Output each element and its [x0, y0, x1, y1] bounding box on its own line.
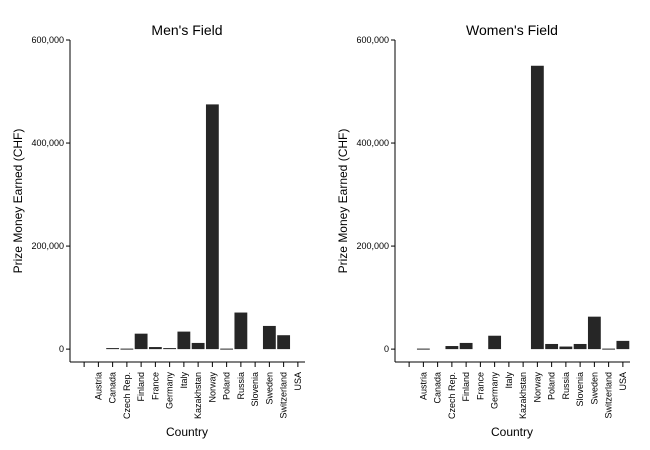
chart-panel-2: Women's Field 0 200,000 400,000 600,000 Prize… [336, 22, 630, 439]
x-tick-label: Switzerland [604, 372, 614, 419]
bar [277, 335, 291, 350]
y-tick-label: 600,000 [356, 35, 389, 45]
bar [459, 342, 473, 350]
y-axis-label: Prize Money Earned (CHF) [336, 129, 350, 274]
y-tick-label: 200,000 [31, 241, 64, 251]
x-tick-label: Russia [561, 372, 571, 400]
x-tick-label: Italy [179, 372, 189, 389]
x-tick-label: Kazakhstan [193, 372, 203, 419]
chart-title: Women's Field [466, 22, 558, 38]
bar [191, 342, 205, 350]
x-tick-label: Canada [433, 372, 443, 404]
x-tick-label: Slovenia [575, 372, 585, 407]
chart-panel-1: Men's Field 0 200,000 400,000 600,000 Prize M… [11, 22, 305, 439]
y-tick-label: 0 [59, 344, 64, 354]
x-tick-label: Sweden [264, 372, 274, 405]
bar [530, 65, 544, 350]
x-tick-label: USA [618, 372, 628, 391]
x-tick-label: Czech Rep. [122, 372, 132, 419]
bar [177, 331, 191, 350]
x-tick-label: Russia [236, 372, 246, 400]
y-tick-label: 0 [384, 344, 389, 354]
x-tick-label: France [150, 372, 160, 400]
x-tick-label: Austria [418, 372, 428, 400]
x-axis-label: Country [491, 425, 533, 439]
x-tick-label: Poland [547, 372, 557, 400]
bar [220, 348, 234, 350]
x-tick-label: Sweden [589, 372, 599, 405]
bar [488, 335, 502, 350]
bar [559, 346, 573, 350]
x-tick-label: Germany [165, 372, 175, 410]
bar [616, 340, 630, 350]
bar [573, 343, 587, 350]
bar [134, 333, 148, 350]
x-tick-label: Switzerland [279, 372, 289, 419]
x-tick-label: Kazakhstan [518, 372, 528, 419]
x-tick-label: Norway [207, 372, 217, 403]
x-tick-label: Finland [461, 372, 471, 402]
bar [163, 348, 177, 350]
x-tick-label: Canada [108, 372, 118, 404]
x-tick-label: Slovenia [250, 372, 260, 407]
x-tick-label: Czech Rep. [447, 372, 457, 419]
x-axis-label: Country [166, 425, 208, 439]
y-tick-label: 400,000 [356, 138, 389, 148]
x-tick-label: Italy [504, 372, 514, 389]
bar [545, 343, 559, 350]
bar [205, 104, 219, 350]
chart-title: Men's Field [151, 22, 222, 38]
x-tick-label: Germany [490, 372, 500, 410]
y-tick-label: 600,000 [31, 35, 64, 45]
bar [234, 312, 248, 350]
bar [106, 348, 120, 350]
bar [416, 348, 430, 350]
bar [262, 325, 276, 350]
x-tick-label: Poland [222, 372, 232, 400]
x-tick-label: Finland [136, 372, 146, 402]
y-tick-label: 400,000 [31, 138, 64, 148]
bar [587, 316, 601, 350]
y-axis-label: Prize Money Earned (CHF) [11, 129, 25, 274]
x-tick-label: USA [293, 372, 303, 391]
bar [445, 346, 459, 350]
bar [602, 348, 616, 350]
bar [120, 348, 134, 350]
bar [148, 347, 162, 350]
y-tick-label: 200,000 [356, 241, 389, 251]
x-tick-label: Norway [532, 372, 542, 403]
x-tick-label: Austria [93, 372, 103, 400]
x-tick-label: France [475, 372, 485, 400]
